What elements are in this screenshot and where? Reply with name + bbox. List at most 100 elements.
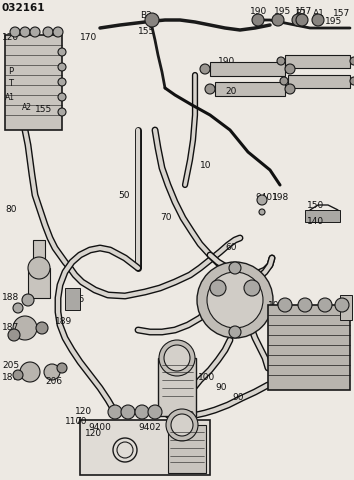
Circle shape — [58, 63, 66, 71]
Circle shape — [53, 27, 63, 37]
Circle shape — [277, 57, 285, 65]
Bar — [168, 425, 206, 473]
Text: 186: 186 — [68, 296, 85, 304]
Circle shape — [36, 322, 48, 334]
Bar — [340, 295, 352, 320]
Circle shape — [318, 298, 332, 312]
Circle shape — [280, 77, 288, 85]
Circle shape — [200, 64, 210, 74]
Circle shape — [20, 27, 30, 37]
Circle shape — [335, 298, 349, 312]
Text: 9402: 9402 — [138, 423, 161, 432]
Text: 190: 190 — [218, 58, 235, 67]
Circle shape — [292, 14, 304, 26]
Circle shape — [164, 345, 190, 371]
Bar — [158, 358, 196, 416]
Circle shape — [350, 77, 354, 85]
Text: 120: 120 — [2, 34, 19, 43]
Text: 120: 120 — [75, 408, 92, 417]
Text: A1: A1 — [313, 10, 325, 19]
Circle shape — [43, 27, 53, 37]
Circle shape — [44, 364, 60, 380]
Text: B1: B1 — [295, 10, 307, 19]
Bar — [268, 305, 350, 390]
Circle shape — [252, 14, 264, 26]
Circle shape — [257, 195, 267, 205]
Bar — [33, 240, 45, 270]
Circle shape — [205, 84, 215, 94]
Circle shape — [259, 209, 265, 215]
Text: 187: 187 — [2, 373, 19, 383]
Circle shape — [13, 370, 23, 380]
Text: 120: 120 — [85, 429, 102, 437]
Circle shape — [108, 405, 122, 419]
Circle shape — [298, 298, 312, 312]
Circle shape — [58, 93, 66, 101]
Circle shape — [28, 257, 50, 279]
Circle shape — [229, 326, 241, 338]
Text: 189: 189 — [55, 317, 72, 326]
Circle shape — [350, 57, 354, 65]
Text: 206: 206 — [45, 377, 62, 386]
Text: 70: 70 — [75, 418, 86, 427]
Circle shape — [285, 84, 295, 94]
Circle shape — [135, 405, 149, 419]
Text: T: T — [8, 79, 13, 87]
Text: 90: 90 — [215, 384, 227, 393]
Text: 205: 205 — [2, 360, 19, 370]
Bar — [305, 210, 340, 222]
Text: 20: 20 — [225, 87, 236, 96]
Circle shape — [229, 262, 241, 274]
Text: 157: 157 — [333, 10, 350, 19]
Text: 190: 190 — [250, 8, 267, 16]
Circle shape — [58, 78, 66, 86]
Text: 100: 100 — [268, 300, 285, 310]
Text: 195: 195 — [274, 8, 291, 16]
Circle shape — [272, 14, 284, 26]
Text: 90: 90 — [232, 394, 244, 403]
Bar — [210, 62, 285, 76]
Circle shape — [58, 108, 66, 116]
Circle shape — [22, 294, 34, 306]
Circle shape — [207, 272, 263, 328]
Circle shape — [13, 316, 37, 340]
Circle shape — [166, 409, 198, 441]
Text: 195: 195 — [325, 17, 342, 26]
Text: A1: A1 — [5, 94, 15, 103]
Circle shape — [20, 362, 40, 382]
Text: 130: 130 — [178, 410, 195, 420]
Text: 100: 100 — [198, 373, 215, 383]
Text: P: P — [8, 68, 13, 76]
Bar — [288, 75, 350, 88]
Text: 140: 140 — [307, 217, 324, 227]
Text: A2: A2 — [22, 103, 32, 111]
Bar — [5, 35, 62, 130]
Circle shape — [278, 298, 292, 312]
Text: 80: 80 — [5, 205, 17, 215]
Circle shape — [121, 405, 135, 419]
Circle shape — [296, 14, 308, 26]
Bar — [65, 288, 80, 310]
Text: 157: 157 — [295, 8, 312, 16]
Text: 60: 60 — [225, 243, 236, 252]
Text: 10: 10 — [200, 160, 211, 169]
Text: 187: 187 — [2, 324, 19, 333]
Text: 100: 100 — [220, 290, 237, 300]
Text: 50: 50 — [118, 191, 130, 200]
Bar — [285, 55, 350, 68]
Circle shape — [13, 303, 23, 313]
Circle shape — [58, 48, 66, 56]
Bar — [215, 82, 285, 96]
Circle shape — [148, 405, 162, 419]
Circle shape — [285, 64, 295, 74]
Circle shape — [312, 14, 324, 26]
Circle shape — [244, 280, 260, 296]
Text: 188: 188 — [2, 293, 19, 302]
Circle shape — [8, 329, 20, 341]
Text: B2: B2 — [140, 11, 152, 20]
Text: 170: 170 — [80, 34, 97, 43]
Text: 150: 150 — [307, 201, 324, 209]
Circle shape — [145, 13, 159, 27]
Text: 9401: 9401 — [255, 193, 278, 203]
Bar — [28, 268, 50, 298]
